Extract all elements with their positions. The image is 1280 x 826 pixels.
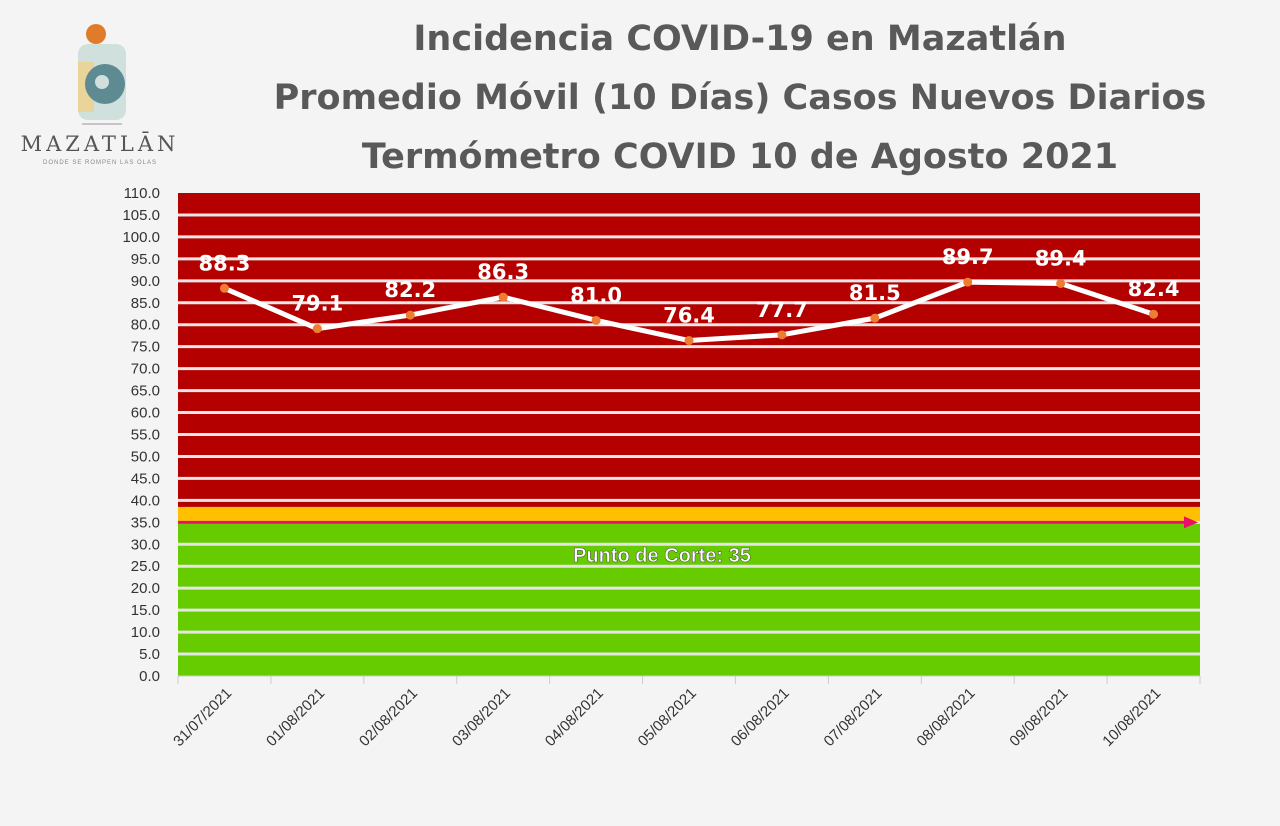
data-label: 79.1 [291,292,343,316]
data-label: 82.2 [384,278,436,302]
y-tick-label: 85.0 [131,295,160,312]
y-tick-label: 95.0 [131,251,160,268]
y-tick-label: 65.0 [131,383,160,400]
data-label: 76.4 [663,304,715,328]
y-tick-label: 25.0 [131,558,160,575]
x-tick-label: 04/08/2021 [542,685,607,750]
x-tick-label: 31/07/2021 [170,685,235,750]
x-tick-label: 03/08/2021 [449,685,514,750]
logo-tagline: DONDE SE ROMPEN LAS OLAS [42,160,158,166]
y-tick-label: 105.0 [122,207,160,224]
y-tick-label: 20.0 [131,580,160,597]
data-label: 88.3 [199,251,251,275]
x-tick-label: 10/08/2021 [1099,685,1164,750]
title-line-1: Incidencia COVID-19 en Mazatlán [413,19,1067,59]
data-point [684,336,694,346]
threshold-label: Punto de Corte: 35 [573,545,751,567]
data-point [312,324,322,334]
y-tick-label: 70.0 [131,361,160,378]
y-tick-label: 35.0 [131,514,160,531]
band-0 [178,193,1200,507]
title-line-3: Termómetro COVID 10 de Agosto 2021 [361,137,1119,177]
y-tick-label: 0.0 [139,668,160,685]
y-tick-label: 5.0 [139,646,160,663]
data-label: 82.4 [1128,277,1180,301]
data-point [963,277,973,287]
y-tick-label: 50.0 [131,448,160,465]
data-point [498,292,508,302]
threshold-arrow-icon [1184,516,1198,529]
y-tick-label: 100.0 [122,229,160,246]
y-tick-label: 60.0 [131,405,160,422]
y-tick-label: 90.0 [131,273,160,290]
y-tick-label: 15.0 [131,602,160,619]
data-label: 77.7 [756,298,808,322]
y-tick-label: 30.0 [131,536,160,553]
data-label: 89.7 [942,245,994,269]
data-point [777,330,787,340]
data-label: 89.4 [1035,246,1087,270]
x-tick-label: 08/08/2021 [913,685,978,750]
x-tick-label: 01/08/2021 [263,685,328,750]
title-line-2: Promedio Móvil (10 Días) Casos Nuevos Di… [273,78,1207,118]
x-tick-label: 02/08/2021 [356,685,421,750]
data-point [405,310,415,320]
band-1 [178,506,1200,523]
data-point [219,283,229,293]
data-point [870,313,880,323]
x-tick-label: 09/08/2021 [1006,685,1071,750]
y-tick-label: 80.0 [131,317,160,334]
logo-emblem-icon [78,24,126,125]
chart-titles: Incidencia COVID-19 en Mazatlán Promedio… [200,10,1280,187]
x-tick-label: 07/08/2021 [821,685,886,750]
data-label: 81.0 [570,283,622,307]
data-label: 86.3 [477,260,529,284]
data-label: 81.5 [849,281,901,305]
band-2 [178,522,1200,676]
y-tick-label: 10.0 [131,624,160,641]
data-point [1056,278,1066,288]
data-point [1149,309,1159,319]
y-tick-label: 75.0 [131,339,160,356]
y-tick-label: 45.0 [131,470,160,487]
mazatlan-logo: MAZATLĀN DONDE SE ROMPEN LAS OLAS [10,12,190,172]
x-tick-label: 05/08/2021 [635,685,700,750]
y-tick-label: 40.0 [131,492,160,509]
logo-name: MAZATLĀN [20,132,180,156]
y-tick-label: 110.0 [124,185,160,202]
data-point [591,315,601,325]
y-tick-label: 55.0 [131,427,160,444]
x-tick-label: 06/08/2021 [728,685,793,750]
